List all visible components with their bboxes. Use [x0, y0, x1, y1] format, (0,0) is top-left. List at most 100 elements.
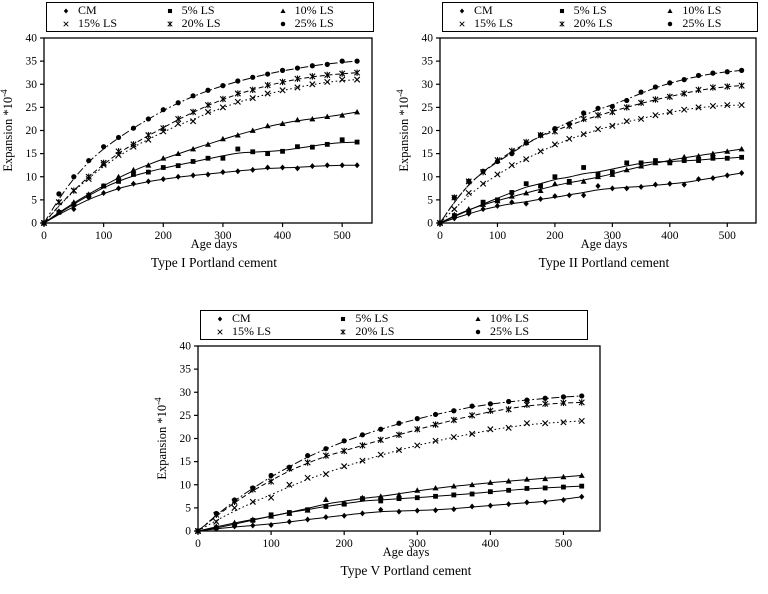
legend-label: 20% LS — [355, 324, 395, 338]
x-tick-label: 0 — [195, 538, 201, 547]
legend-label: 25% LS — [682, 16, 722, 30]
star-marker-icon — [166, 20, 173, 27]
circle-marker-icon — [475, 329, 481, 334]
x-tick-label: 300 — [214, 230, 232, 239]
series-markers-cm — [195, 493, 585, 534]
legend-item-15-ls: 15% LS — [59, 17, 163, 30]
legend: CM 5% LS 10% LS 15% LS 20% LS 25% LS — [46, 2, 374, 32]
legend-label: 10% LS — [294, 3, 334, 17]
y-tick-label: 15 — [26, 148, 38, 160]
y-tick-label: 5 — [427, 194, 433, 206]
legend-item-15-ls: 15% LS — [455, 17, 555, 30]
triangle-marker-icon — [280, 7, 286, 13]
x-tick-label: 300 — [409, 538, 427, 547]
series-line-15-ls — [439, 104, 742, 224]
series-line-20-ls — [43, 72, 358, 224]
legend: CM 5% LS 10% LS 15% LS 20% LS 25% LS — [200, 310, 588, 340]
x-tick-label: 500 — [555, 538, 573, 547]
x-tick-label: 200 — [336, 538, 354, 547]
series-line-10-ls — [197, 475, 582, 532]
series-line-10-ls — [439, 148, 742, 224]
legend-item-20-ls: 20% LS — [336, 325, 471, 338]
x-tick-label: 100 — [489, 230, 507, 239]
legend-label: 15% LS — [474, 16, 513, 30]
y-tick-label: 25 — [26, 102, 38, 114]
legend-label: 25% LS — [294, 16, 334, 30]
chart-title: Type II Portland cement — [538, 255, 670, 270]
legend: CM 5% LS 10% LS 15% LS 20% LS 25% LS — [442, 2, 758, 32]
x-axis-label: Age days — [580, 237, 628, 251]
diamond-marker-icon — [63, 7, 69, 14]
x-tick-label: 100 — [95, 230, 113, 239]
triangle-marker-icon — [475, 315, 481, 321]
legend-item-cm: CM — [213, 312, 336, 325]
series-markers-10-ls — [195, 472, 585, 534]
plot-frame — [197, 345, 601, 532]
y-tick-label: 5 — [31, 194, 37, 206]
series-markers-15-ls — [40, 76, 361, 227]
legend-item-15-ls: 15% LS — [213, 325, 336, 338]
y-tick-label: 35 — [180, 364, 192, 376]
x-tick-label: 200 — [546, 230, 564, 239]
y-tick-label: 40 — [180, 341, 192, 353]
star-marker-icon — [340, 328, 347, 335]
x-axis-label: Age days — [190, 237, 238, 251]
series-markers-5-ls — [437, 154, 745, 226]
x-tick-label: 0 — [437, 230, 443, 239]
y-tick-label: 15 — [180, 456, 192, 468]
plot-frame — [43, 37, 373, 224]
series-line-cm — [197, 496, 582, 532]
y-tick-label: 35 — [422, 56, 434, 68]
legend-label: CM — [474, 3, 493, 17]
chart-type-i: CM 5% LS 10% LS 15% LS 20% LS 25% LS 0 5 10 15 20… — [0, 0, 384, 271]
triangle-marker-icon — [667, 7, 673, 13]
series-markers-10-ls — [437, 146, 745, 226]
series-markers-15-ls — [194, 417, 585, 535]
y-axis: 0 5 10 15 20 25 30 35 40 — [422, 33, 440, 230]
x-tick-label: 0 — [41, 230, 47, 239]
y-tick-label: 25 — [180, 410, 192, 422]
y-tick-label: 0 — [427, 218, 433, 230]
series-line-15-ls — [43, 79, 358, 224]
legend-label: 20% LS — [181, 16, 221, 30]
series-markers-20-ls — [40, 69, 361, 227]
x-axis: 0 100 200 300 400 500 — [41, 223, 351, 239]
series-line-25-ls — [43, 60, 358, 224]
y-tick-label: 30 — [422, 79, 434, 91]
x-tick-label: 400 — [274, 230, 292, 239]
chart-type-v: CM 5% LS 10% LS 15% LS 20% LS 25% LS 0 5 10 15 20… — [154, 300, 614, 579]
series-line-5-ls — [439, 156, 742, 224]
x-tick-label: 500 — [334, 230, 352, 239]
legend-label: 20% LS — [573, 16, 613, 30]
series-line-20-ls — [439, 85, 742, 224]
legend-item-5-ls: 5% LS — [555, 4, 664, 17]
x-tick-label: 500 — [719, 230, 737, 239]
chart-type-ii: CM 5% LS 10% LS 15% LS 20% LS 25% LS 0 5 10 15 20… — [396, 0, 768, 271]
y-axis: 0 5 10 15 20 25 30 35 40 — [26, 33, 44, 230]
series-line-10-ls — [43, 111, 358, 224]
y-tick-label: 35 — [26, 56, 38, 68]
legend-item-5-ls: 5% LS — [163, 4, 276, 17]
x-tick-label: 200 — [155, 230, 173, 239]
legend-label: CM — [78, 3, 97, 17]
y-tick-label: 10 — [422, 171, 434, 183]
y-axis: 0 5 10 15 20 25 30 35 40 — [180, 341, 198, 538]
legend-label: 10% LS — [682, 3, 722, 17]
series-line-cm — [439, 172, 742, 224]
legend-label: 10% LS — [490, 311, 530, 325]
series-markers-10-ls — [41, 109, 361, 226]
series-markers-25-ls — [41, 58, 360, 226]
series-markers-20-ls — [194, 399, 585, 535]
legend-label: 15% LS — [232, 324, 271, 338]
x-axis-label: Age days — [382, 545, 430, 559]
legend-item-25-ls: 25% LS — [663, 17, 757, 30]
x-tick-label: 400 — [482, 538, 500, 547]
series-markers-25-ls — [437, 67, 745, 226]
x-tick-label: 300 — [604, 230, 622, 239]
x-tick-label: 400 — [661, 230, 679, 239]
series-markers-25-ls — [195, 393, 585, 534]
legend-item-10-ls: 10% LS — [276, 4, 373, 17]
chart-title: Type I Portland cement — [150, 255, 278, 270]
